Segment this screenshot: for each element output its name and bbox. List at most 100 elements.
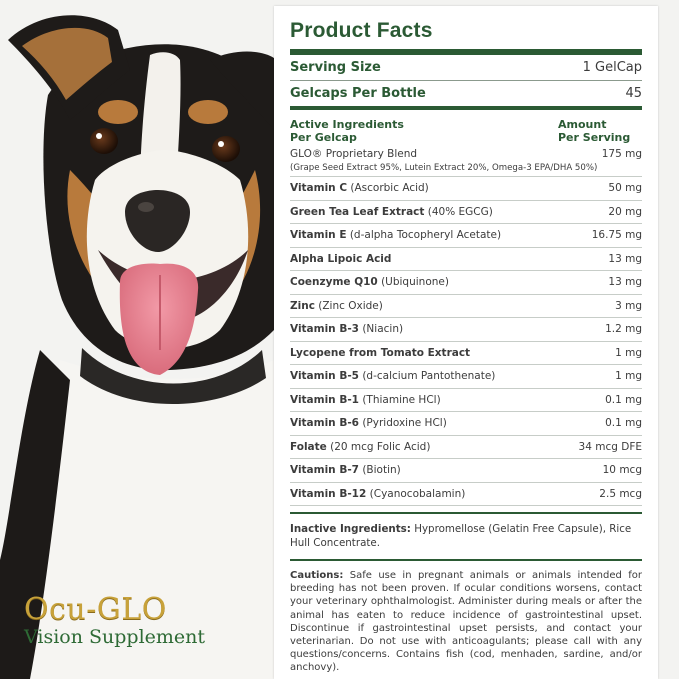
ingredient-label: Zinc (Zinc Oxide) (290, 300, 383, 312)
divider (290, 80, 642, 81)
ingredient-amount: 50 mg (608, 182, 642, 195)
ingredient-label: Green Tea Leaf Extract (40% EGCG) (290, 206, 493, 218)
blend-amount: 175 mg (601, 148, 642, 160)
blend-name-block: GLO® Proprietary Blend (Grape Seed Extra… (290, 148, 597, 173)
cautions-label: Cautions: (290, 570, 344, 581)
ingredient-amount: 1 mg (615, 346, 642, 359)
per-bottle-row: Gelcaps Per Bottle 45 (290, 81, 642, 106)
ingredient-label: Coenzyme Q10 (Ubiquinone) (290, 276, 449, 288)
per-bottle-label: Gelcaps Per Bottle (290, 86, 426, 101)
ingredient-detail: (d-alpha Tocopheryl Acetate) (346, 229, 502, 242)
ingredient-list: Vitamin C (Ascorbic Acid) 50 mg Green Te… (290, 177, 642, 506)
ingredient-name: Coenzyme Q10 (290, 276, 378, 289)
ingredient-detail: (d-calcium Pantothenate) (358, 370, 496, 383)
ingredient-label: Alpha Lipoic Acid (290, 253, 391, 265)
ingredient-detail: (Biotin) (358, 464, 401, 477)
ingredient-row: Vitamin B-3 (Niacin) 1.2 mg (290, 318, 642, 342)
ingredient-row: Vitamin B-12 (Cyanocobalamin) 2.5 mcg (290, 483, 642, 506)
ingredient-amount: 3 mg (615, 299, 642, 312)
ingredient-label: Vitamin B-6 (Pyridoxine HCl) (290, 417, 447, 429)
ingredient-amount: 16.75 mg (591, 229, 642, 242)
ingredient-detail: (Zinc Oxide) (314, 299, 383, 312)
brand-logo: Ocu-GLO Vision Supplement (24, 592, 205, 649)
product-facts-panel: Product Facts Serving Size 1 GelCap Gelc… (274, 6, 658, 679)
header-left-line1: Active Ingredients (290, 118, 404, 131)
cautions-text: Safe use in pregnant animals or animals … (290, 570, 642, 674)
ingredient-label: Vitamin B-5 (d-calcium Pantothenate) (290, 370, 495, 382)
header-left-line2: Per Gelcap (290, 131, 357, 144)
header-amount: Amount Per Serving (558, 118, 642, 144)
serving-size-label: Serving Size (290, 60, 381, 75)
ingredient-name: Zinc (290, 299, 315, 312)
ingredient-label: Vitamin B-12 (Cyanocobalamin) (290, 488, 465, 500)
ingredient-detail: (Niacin) (358, 323, 404, 336)
header-right-line2: Per Serving (558, 131, 631, 144)
divider-thick (290, 49, 642, 55)
ingredient-name: Vitamin B-12 (290, 487, 367, 500)
blend-name: GLO® Proprietary Blend (290, 148, 418, 160)
ingredient-name: Folate (290, 440, 327, 453)
ingredient-label: Vitamin E (d-alpha Tocopheryl Acetate) (290, 229, 501, 241)
ingredient-row: Vitamin B-7 (Biotin) 10 mcg (290, 459, 642, 483)
ingredient-detail: (Thiamine HCl) (358, 393, 441, 406)
divider-thick (290, 106, 642, 110)
ingredient-name: Vitamin B-3 (290, 323, 359, 336)
cautions: Cautions: Safe use in pregnant animals o… (290, 569, 642, 675)
column-headers: Active Ingredients Per Gelcap Amount Per… (290, 118, 642, 144)
ingredient-name: Green Tea Leaf Extract (290, 205, 425, 218)
ingredient-amount: 0.1 mg (605, 393, 642, 406)
header-right-line1: Amount (558, 118, 607, 131)
ingredient-name: Vitamin B-5 (290, 370, 359, 383)
ingredient-row: Folate (20 mcg Folic Acid) 34 mcg DFE (290, 436, 642, 459)
ingredient-amount: 1 mg (615, 370, 642, 383)
brand-name: Ocu-GLO (24, 592, 167, 627)
ingredient-row-blend: GLO® Proprietary Blend (Grape Seed Extra… (290, 144, 642, 177)
ingredient-amount: 10 mcg (602, 464, 642, 477)
ingredient-label: Vitamin B-3 (Niacin) (290, 323, 403, 335)
ingredient-detail: (40% EGCG) (424, 205, 493, 218)
ingredient-name: Lycopene from Tomato Extract (290, 346, 471, 359)
ingredient-name: Vitamin C (290, 182, 348, 195)
ingredient-label: Vitamin B-7 (Biotin) (290, 464, 401, 476)
ingredient-row: Vitamin B-1 (Thiamine HCl) 0.1 mg (290, 389, 642, 412)
ingredient-amount: 1.2 mg (605, 323, 642, 336)
ingredient-label: Vitamin C (Ascorbic Acid) (290, 182, 429, 194)
ingredient-amount: 13 mg (608, 252, 642, 265)
divider-medium (290, 512, 642, 514)
inactive-label: Inactive Ingredients: (290, 523, 411, 535)
ingredient-detail: (Ubiquinone) (377, 276, 449, 289)
ingredient-name: Vitamin B-1 (290, 393, 359, 406)
ingredient-amount: 34 mcg DFE (578, 440, 642, 453)
header-active-ingredients: Active Ingredients Per Gelcap (290, 118, 404, 144)
ingredient-row: Zinc (Zinc Oxide) 3 mg (290, 295, 642, 318)
ingredient-detail: (Ascorbic Acid) (347, 182, 429, 195)
ingredient-detail: (Cyanocobalamin) (366, 487, 466, 500)
ingredient-row: Alpha Lipoic Acid 13 mg (290, 248, 642, 271)
inactive-ingredients: Inactive Ingredients: Hypromellose (Gela… (290, 522, 642, 550)
ingredient-row: Vitamin E (d-alpha Tocopheryl Acetate) 1… (290, 224, 642, 248)
ingredient-name: Vitamin E (290, 229, 347, 242)
ingredient-name: Vitamin B-7 (290, 464, 359, 477)
ingredient-amount: 0.1 mg (605, 417, 642, 430)
ingredient-row: Vitamin C (Ascorbic Acid) 50 mg (290, 177, 642, 201)
ingredient-row: Vitamin B-6 (Pyridoxine HCl) 0.1 mg (290, 412, 642, 436)
ingredient-name: Alpha Lipoic Acid (290, 252, 392, 265)
ingredient-amount: 2.5 mcg (599, 487, 642, 500)
panel-title: Product Facts (290, 19, 433, 42)
ingredient-row: Coenzyme Q10 (Ubiquinone) 13 mg (290, 271, 642, 295)
ingredient-row: Lycopene from Tomato Extract 1 mg (290, 342, 642, 365)
serving-size-row: Serving Size 1 GelCap (290, 55, 642, 80)
ingredient-label: Folate (20 mcg Folic Acid) (290, 441, 430, 453)
ingredient-label: Vitamin B-1 (Thiamine HCl) (290, 394, 441, 406)
ingredient-amount: 13 mg (608, 276, 642, 289)
ingredient-detail: (20 mcg Folic Acid) (326, 440, 431, 453)
blend-detail: (Grape Seed Extract 95%, Lutein Extract … (290, 163, 598, 173)
inactive-text: Hypromellose (Gelatin Free Capsule), Ric… (290, 523, 632, 549)
per-bottle-value: 45 (625, 86, 642, 101)
serving-size-value: 1 GelCap (582, 60, 642, 75)
divider-medium (290, 559, 642, 561)
ingredient-label: Lycopene from Tomato Extract (290, 347, 470, 359)
ingredient-name: Vitamin B-6 (290, 417, 359, 430)
ingredient-row: Green Tea Leaf Extract (40% EGCG) 20 mg (290, 201, 642, 224)
ingredient-detail: (Pyridoxine HCl) (358, 417, 447, 430)
